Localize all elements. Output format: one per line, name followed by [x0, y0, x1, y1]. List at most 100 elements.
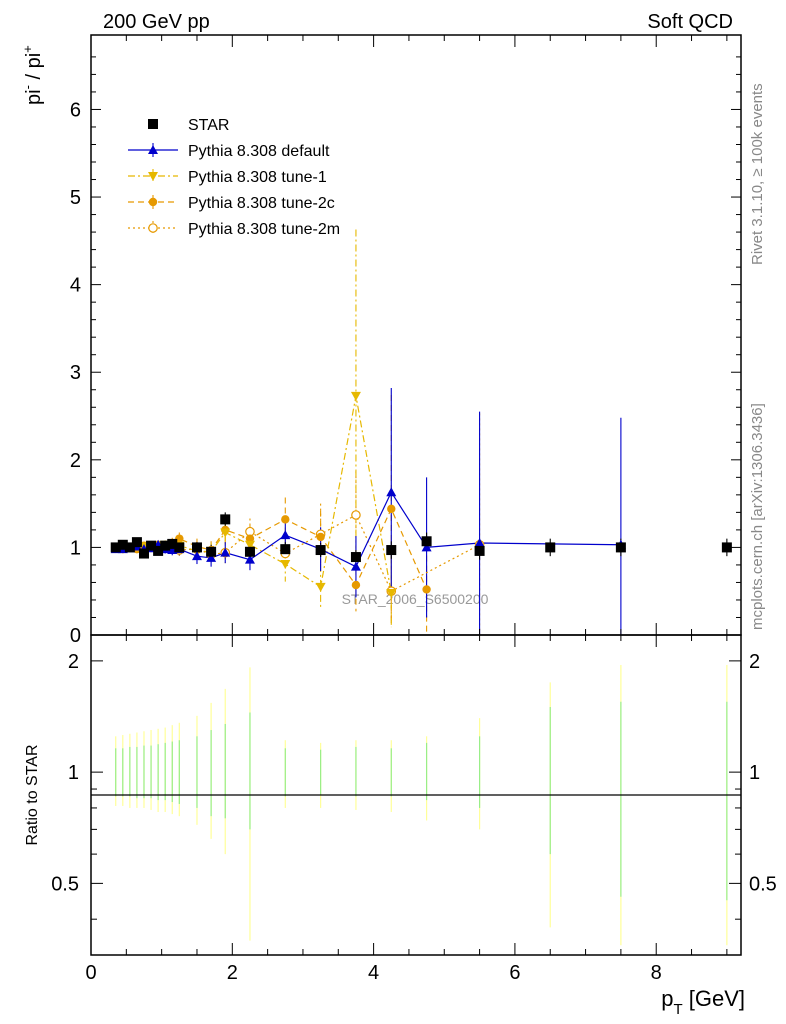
ylabel-base2: pi — [23, 53, 45, 69]
point-star-8 — [167, 538, 178, 549]
main-ytick-label-0: 0 — [70, 625, 81, 647]
x-tick-label-6: 6 — [509, 962, 520, 984]
point-star-1 — [117, 539, 128, 550]
ratio-ytick-label-right-1: 1 — [749, 762, 760, 784]
main-panel: 0 1 2 3 4 5 6 — [70, 34, 742, 647]
point-star-14 — [280, 544, 291, 555]
legend-marker-tune1 — [148, 172, 158, 181]
main-error-bars — [115, 229, 728, 635]
legend-marker-tune2c — [148, 197, 158, 207]
ratio-ytick-label-right-0.5: 0.5 — [749, 873, 777, 895]
x-tick-label-4: 4 — [368, 962, 379, 984]
point-star-22 — [721, 542, 732, 553]
main-series-lines — [115, 395, 621, 594]
point-star-10 — [191, 542, 202, 553]
point-star-9 — [174, 542, 185, 553]
point-star-21 — [615, 542, 626, 553]
main-ytick-label-4: 4 — [70, 275, 81, 297]
xlabel-base: p — [661, 986, 673, 1011]
main-ytick-label-6: 6 — [70, 99, 81, 121]
main-y-ticks: 0 1 2 3 4 5 6 — [70, 56, 741, 647]
rivet-label: Rivet 3.1.10, ≥ 100k events — [749, 83, 766, 265]
point-tune1-15 — [315, 582, 326, 592]
point-star-6 — [153, 545, 164, 556]
legend-label-tune2c: Pythia 8.308 tune-2c — [188, 195, 335, 212]
point-star-18 — [421, 536, 432, 547]
point-tune2c-17 — [387, 504, 396, 514]
main-ytick-label-3: 3 — [70, 362, 81, 384]
point-tune1-13 — [244, 540, 255, 550]
ratio-frame — [90, 634, 742, 956]
point-star-7 — [160, 540, 171, 551]
point-star-17 — [386, 545, 397, 556]
legend-item-tune2c: Pythia 8.308 tune-2c — [128, 195, 335, 212]
main-y-axis-label: pi- / pi+ — [20, 45, 45, 105]
main-ytick-label-1: 1 — [70, 537, 81, 559]
x-tick-label-0: 0 — [85, 962, 96, 984]
point-star-15 — [315, 545, 326, 556]
legend-item-default: Pythia 8.308 default — [128, 143, 330, 160]
header-right: Soft QCD — [647, 11, 733, 33]
point-star-3 — [131, 537, 142, 548]
ratio-panel: 0.5 0.5 1 1 2 2 — [51, 634, 777, 956]
point-star-20 — [545, 542, 556, 553]
xlabel-sub: T — [673, 1001, 682, 1018]
legend: STAR Pythia 8.308 default Pythia 8.308 tun… — [128, 117, 340, 238]
legend-marker-star — [148, 119, 158, 129]
point-tune2c-18 — [422, 585, 431, 594]
legend-item-tune2m: Pythia 8.308 tune-2m — [128, 221, 340, 238]
xlabel-rest: [GeV] — [683, 986, 745, 1011]
x-axis-label: pT [GeV] — [661, 986, 745, 1018]
ratio-ytick-label-left-1: 1 — [68, 762, 79, 784]
header-left: 200 GeV pp — [103, 11, 210, 33]
point-default-10 — [191, 551, 202, 561]
point-default-13 — [244, 554, 255, 564]
point-tune1-17 — [386, 588, 397, 598]
point-star-4 — [138, 548, 149, 559]
point-default-11 — [206, 552, 217, 562]
ylabel-base1: pi — [23, 89, 45, 105]
ratio-ytick-label-left-2: 2 — [68, 651, 79, 673]
x-tick-label-8: 8 — [651, 962, 662, 984]
ylabel-sep: / — [23, 68, 45, 85]
main-ytick-label-5: 5 — [70, 187, 81, 209]
x-tick-labels: 0 2 4 6 8 — [85, 962, 661, 984]
legend-label-tune1: Pythia 8.308 tune-1 — [188, 169, 327, 186]
legend-item-star: STAR — [148, 117, 229, 134]
point-tune1-14 — [280, 560, 291, 570]
point-star-16 — [350, 552, 361, 563]
point-default-14 — [280, 530, 291, 540]
point-default-19 — [474, 538, 485, 548]
ratio-y-ticks: 0.5 0.5 1 1 2 2 — [51, 651, 777, 920]
ratio-ytick-label-right-2: 2 — [749, 651, 760, 673]
main-x-ticks — [90, 35, 728, 635]
line-default — [115, 490, 621, 568]
point-default-12 — [220, 547, 231, 557]
mcplots-label: mcplots.cern.ch [arXiv:1306.3436] — [749, 403, 766, 630]
point-default-16 — [350, 561, 361, 571]
ratio-ytick-label-left-0.5: 0.5 — [51, 873, 79, 895]
point-tune2c-15 — [316, 532, 325, 542]
main-markers — [110, 391, 732, 598]
legend-label-tune2m: Pythia 8.308 tune-2m — [188, 221, 340, 238]
point-tune2c-16 — [351, 580, 361, 590]
point-tune1-12 — [220, 528, 231, 538]
point-tune2m-16 — [351, 510, 361, 520]
legend-item-tune1: Pythia 8.308 tune-1 — [128, 169, 327, 186]
analysis-watermark: STAR_2006_S6500200 — [342, 591, 489, 607]
point-tune2c-13 — [245, 534, 255, 543]
ylabel-sup2: + — [20, 45, 35, 53]
point-star-5 — [146, 540, 157, 551]
point-star-19 — [474, 545, 485, 556]
point-star-12 — [220, 514, 231, 525]
x-tick-label-2: 2 — [227, 962, 238, 984]
point-star-0 — [110, 542, 121, 553]
legend-marker-default — [148, 145, 158, 154]
point-star-11 — [206, 546, 217, 557]
ylabel-sup1: - — [20, 85, 35, 89]
point-star-2 — [124, 542, 135, 553]
legend-label-star: STAR — [188, 117, 229, 134]
ratio-uncertainty-bands — [115, 664, 728, 946]
point-default-18 — [421, 542, 432, 552]
